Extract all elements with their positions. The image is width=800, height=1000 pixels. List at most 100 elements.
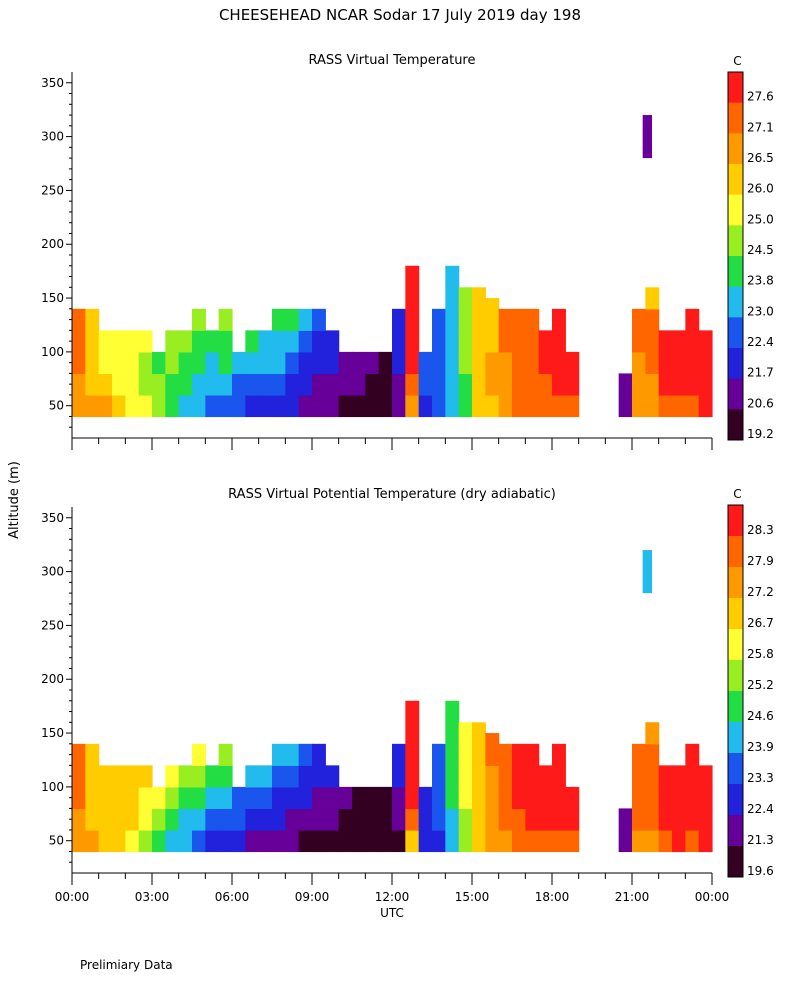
y-tick-label: 50 (49, 834, 64, 848)
heat-cell (98, 394, 113, 418)
colorbar-label: 26.7 (747, 616, 774, 630)
heat-cell (525, 394, 540, 418)
heat-cell (658, 765, 673, 788)
heat-cell (218, 786, 233, 810)
heat-cell (338, 786, 353, 810)
heat-cell (432, 808, 446, 831)
colorbar-swatch (728, 722, 743, 754)
heat-cell (112, 394, 126, 418)
heat-cell (272, 808, 286, 831)
x-tick-label: 00:00 (695, 890, 730, 904)
heat-cell (405, 373, 420, 396)
y-tick-label: 200 (41, 672, 64, 686)
heat-cell (165, 394, 180, 418)
y-tick-label: 50 (49, 399, 64, 413)
heat-cell (525, 829, 540, 853)
heat-cell (485, 308, 500, 331)
heat-cell (498, 394, 513, 418)
heat-cell (312, 786, 326, 810)
heat-cell (378, 394, 393, 418)
heat-cell (472, 765, 486, 788)
heat-cell (498, 308, 513, 331)
heat-cell (432, 765, 446, 788)
heat-cell (392, 808, 406, 831)
y-tick-label: 350 (41, 76, 64, 90)
heat-cell (112, 351, 126, 375)
heat-cell (325, 765, 340, 788)
heat-cell (178, 765, 193, 788)
heat-cell (685, 743, 700, 766)
heat-cell (538, 373, 553, 396)
heat-cell (685, 394, 700, 418)
heat-cell (685, 786, 700, 810)
heat-cell (672, 786, 686, 810)
heat-cell (352, 808, 366, 831)
heat-cell (338, 808, 353, 831)
colorbar-label: 20.6 (747, 396, 774, 410)
heat-cell (312, 829, 326, 853)
colorbar-swatch (728, 846, 743, 878)
panel-title: RASS Virtual Temperature (309, 53, 476, 68)
heat-cell (352, 351, 366, 375)
heat-cell (218, 743, 233, 766)
heat-cell (245, 786, 260, 810)
heat-cell (525, 786, 540, 810)
heat-cell (392, 330, 406, 353)
colorbar-label: 24.5 (747, 243, 774, 257)
heat-cell (538, 351, 553, 375)
heat-cell (445, 351, 460, 375)
heat-cell (632, 808, 646, 831)
heat-cell (538, 765, 553, 788)
heat-cell (72, 765, 86, 788)
heat-cell (685, 765, 700, 788)
panel-1 (66, 71, 744, 450)
heat-cell (272, 308, 286, 331)
heat-cell (698, 765, 713, 788)
heat-cell (445, 722, 460, 745)
x-axis-label: UTC (380, 906, 404, 920)
heat-cell (245, 330, 260, 353)
heat-cell (458, 330, 473, 353)
heat-cell (192, 330, 206, 353)
heat-cell (325, 373, 340, 396)
heat-cell (698, 808, 713, 831)
heat-cell (165, 351, 180, 375)
y-axis-label: Altitude (m) (7, 461, 22, 539)
heat-cell (312, 743, 326, 766)
y-tick-label: 250 (41, 183, 64, 197)
colorbar-swatch (728, 286, 743, 318)
heat-cell (152, 808, 166, 831)
colorbar-swatch (728, 102, 743, 134)
heat-cell (645, 287, 660, 310)
heat-cell (565, 351, 580, 375)
heat-cell (192, 351, 206, 375)
heat-cell (458, 394, 473, 418)
heat-cell (512, 808, 526, 831)
colorbar-label: 25.8 (747, 647, 774, 661)
colorbar-unit: C (733, 54, 741, 68)
heat-cell (72, 394, 86, 418)
heat-cell (632, 765, 646, 788)
y-tick-label: 200 (41, 237, 64, 251)
heat-cell (312, 765, 326, 788)
heat-cell (432, 308, 446, 331)
heat-cell (552, 373, 566, 396)
heat-cell (392, 829, 406, 853)
colorbar-swatch (728, 629, 743, 661)
heat-cell (98, 829, 113, 853)
heat-cell (138, 351, 153, 375)
heat-cell (565, 394, 580, 418)
heat-cell (618, 394, 633, 418)
heat-cell (458, 373, 473, 396)
heat-cell (152, 394, 166, 418)
heat-cell (192, 373, 206, 396)
y-tick-label: 150 (41, 726, 64, 740)
heat-cell (338, 373, 353, 396)
heat-cell (272, 765, 286, 788)
heat-cell (165, 786, 180, 810)
heat-cell (552, 765, 566, 788)
y-tick-label: 300 (41, 130, 64, 144)
heat-cell (512, 786, 526, 810)
heat-cell (632, 373, 646, 396)
heat-cell (685, 330, 700, 353)
